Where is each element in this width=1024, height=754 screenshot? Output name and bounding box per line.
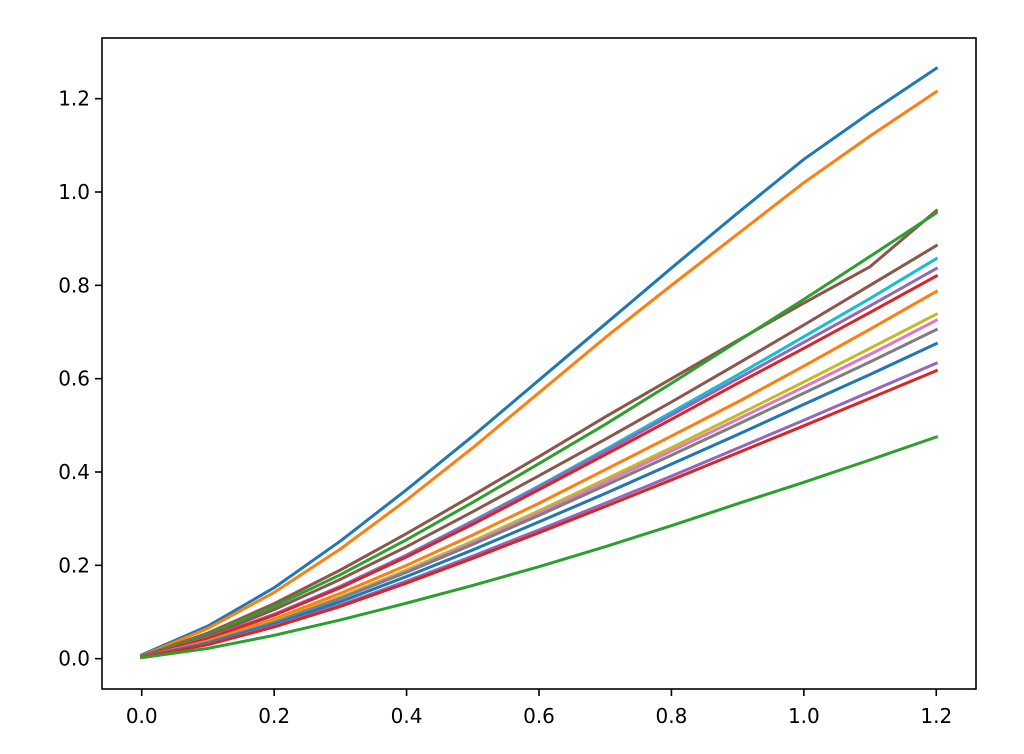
x-tick-label: 0.0 bbox=[126, 704, 158, 728]
x-tick-label: 1.0 bbox=[788, 704, 820, 728]
x-tick-label: 1.2 bbox=[920, 704, 952, 728]
series-lines-layer bbox=[139, 66, 939, 660]
series-line-13 bbox=[139, 341, 939, 660]
x-axis-ticks: 0.0 0.2 0.4 0.6 0.8 1.0 1.2 bbox=[126, 689, 952, 728]
y-axis-ticks: 0.0 0.2 0.4 0.6 0.8 1.0 1.2 bbox=[58, 87, 102, 671]
plot-area-frame bbox=[101, 37, 977, 690]
series-line-5 bbox=[139, 243, 939, 659]
x-tick-label: 0.8 bbox=[656, 704, 688, 728]
series-line-15 bbox=[139, 368, 939, 660]
series-line-16 bbox=[140, 435, 939, 660]
series-line-8 bbox=[139, 273, 939, 659]
y-tick-label: 0.4 bbox=[58, 460, 90, 484]
series-line-1 bbox=[139, 66, 939, 657]
y-tick-label: 0.8 bbox=[58, 273, 90, 297]
series-line-9 bbox=[139, 289, 939, 660]
y-tick-label: 0.2 bbox=[58, 553, 90, 577]
x-tick-label: 0.2 bbox=[258, 704, 290, 728]
series-line-12 bbox=[139, 327, 939, 660]
y-tick-label: 0.6 bbox=[58, 367, 90, 391]
x-tick-label: 0.6 bbox=[523, 704, 555, 728]
x-tick-label: 0.4 bbox=[391, 704, 423, 728]
y-tick-label: 1.2 bbox=[58, 87, 90, 111]
series-line-3 bbox=[139, 208, 939, 659]
y-tick-label: 0.0 bbox=[58, 647, 90, 671]
series-line-4 bbox=[139, 210, 939, 659]
series-line-2 bbox=[139, 89, 939, 658]
y-tick-label: 1.0 bbox=[58, 180, 90, 204]
